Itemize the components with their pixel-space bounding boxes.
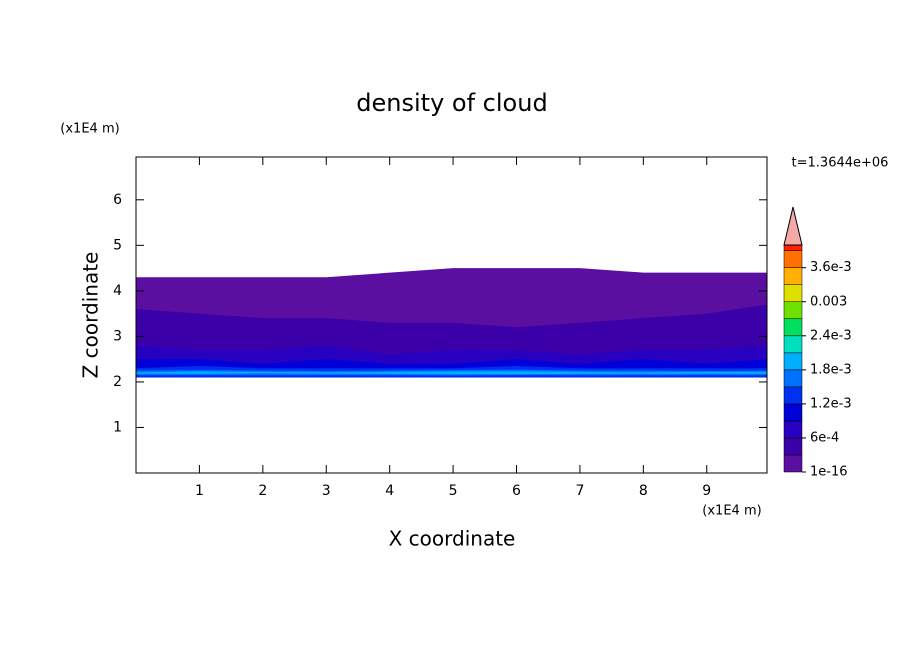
colorbar-band <box>783 454 803 473</box>
y-tick-label: 1 <box>113 419 122 435</box>
contour-band <box>136 371 767 375</box>
colorbar-tick-label: 1e-16 <box>810 465 848 480</box>
time-label: t=1.3644e+06 <box>792 156 889 171</box>
colorbar-tick-label: 1.8e-3 <box>810 362 852 377</box>
colorbar-band <box>783 420 803 439</box>
x-tick-label: 3 <box>322 483 331 499</box>
colorbar-band <box>783 369 803 388</box>
x-tick-label: 8 <box>639 483 648 499</box>
y-unit: (x1E4 m) <box>60 122 119 137</box>
colorbar-band <box>783 267 803 285</box>
y-axis-label: Z coordinate <box>79 252 103 379</box>
y-tick-label: 3 <box>113 328 122 344</box>
colorbar-tick-label: 3.6e-3 <box>810 260 852 275</box>
x-tick-label: 1 <box>195 483 204 499</box>
colorbar-tick-label: 1.2e-3 <box>810 396 852 411</box>
x-tick-label: 7 <box>575 483 584 499</box>
x-unit: (x1E4 m) <box>702 504 761 519</box>
x-tick-label: 6 <box>512 483 521 499</box>
colorbar-band <box>783 250 803 268</box>
colorbar-band <box>783 386 803 405</box>
plot-frame <box>135 156 768 474</box>
x-tick-label: 4 <box>385 483 394 499</box>
y-tick-label: 4 <box>113 283 122 299</box>
x-axis-label: X coordinate <box>389 527 516 551</box>
colorbar-band <box>783 318 803 337</box>
colorbar-band <box>783 437 803 456</box>
x-tick-label: 5 <box>449 483 458 499</box>
y-tick-label: 6 <box>113 192 122 208</box>
y-tick-label: 2 <box>113 374 122 390</box>
chart-title: density of cloud <box>356 89 547 117</box>
colorbar-band <box>783 301 803 320</box>
colorbar-tick-label: 0.003 <box>810 294 847 309</box>
colorbar-tick-label: 2.4e-3 <box>810 328 852 343</box>
colorbar-band <box>783 284 803 303</box>
colorbar-band <box>783 335 803 354</box>
y-tick-label: 5 <box>113 237 122 253</box>
colorbar-band <box>783 403 803 422</box>
colorbar-extend <box>783 206 803 246</box>
x-tick-label: 2 <box>258 483 267 499</box>
colorbar-tick-label: 6e-4 <box>810 430 839 445</box>
x-tick-label: 9 <box>702 483 711 499</box>
colorbar-band <box>783 352 803 371</box>
colorbar-band <box>783 244 803 251</box>
